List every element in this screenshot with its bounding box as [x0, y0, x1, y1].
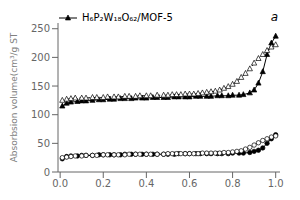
- html-text:a: a: [270, 10, 278, 24]
- svg-text:0.4: 0.4: [138, 178, 154, 189]
- svg-text:0.6: 0.6: [182, 178, 198, 189]
- svg-text:50: 50: [37, 138, 50, 149]
- svg-text:250: 250: [31, 23, 50, 34]
- svg-text:0.8: 0.8: [225, 178, 241, 189]
- html-text:H₆P₂W₁₈O₆₂/MOF-5: H₆P₂W₁₈O₆₂/MOF-5: [82, 12, 173, 23]
- svg-text:0.0: 0.0: [52, 178, 68, 189]
- svg-text:1.0: 1.0: [268, 178, 284, 189]
- svg-text:Absorbsion volume(cm³/g ST: Absorbsion volume(cm³/g ST: [9, 32, 19, 162]
- svg-text:200: 200: [31, 52, 50, 63]
- svg-text:0: 0: [44, 167, 50, 178]
- svg-text:0.2: 0.2: [95, 178, 111, 189]
- svg-text:100: 100: [31, 109, 50, 120]
- svg-text:150: 150: [31, 81, 50, 92]
